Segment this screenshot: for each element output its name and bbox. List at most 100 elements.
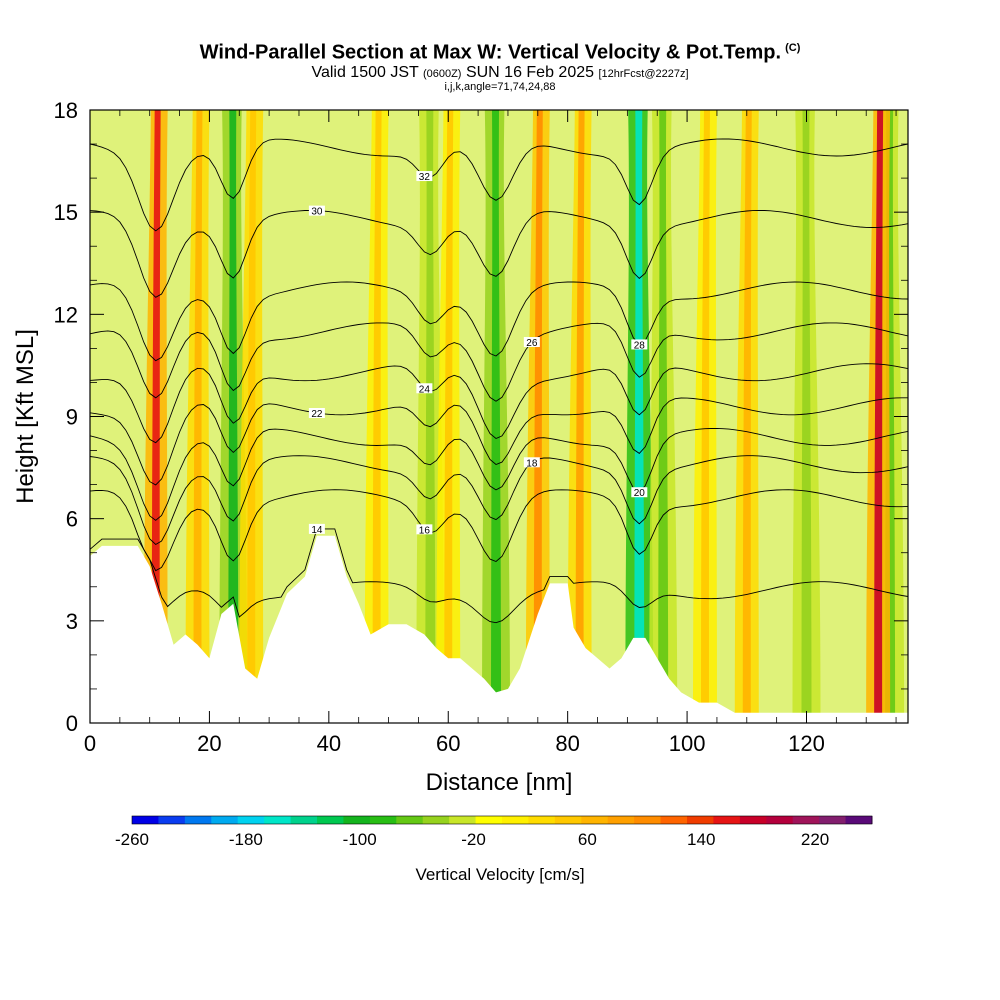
chart-title-block: Wind-Parallel Section at Max W: Vertical… [0, 36, 1000, 93]
colorbar-swatch [634, 816, 662, 824]
colorbar-tick-label: 140 [687, 830, 715, 849]
colorbar-swatch [475, 816, 503, 824]
y-tick-label: 12 [54, 302, 78, 327]
theta-label: 30 [311, 207, 323, 218]
y-tick-label: 18 [54, 98, 78, 123]
updraft-core [372, 110, 382, 723]
theta-label-bg [308, 205, 325, 216]
colorbar-swatch [766, 816, 794, 824]
forecast-info: [12hrFcst@2227z] [598, 67, 689, 80]
theta-label: 14 [311, 525, 323, 536]
colorbar-swatch [660, 816, 688, 824]
y-tick-label: 6 [66, 507, 78, 532]
colorbar-tick-label: -20 [461, 830, 486, 849]
plot-area: 14 16 18 20 22 24 26 28 30 32 [90, 110, 908, 723]
colorbar-tick-label: -100 [343, 830, 377, 849]
colorbar-swatch [845, 816, 873, 824]
theta-label-bg [416, 383, 433, 394]
colorbar: -260 -180 -100 -20 60 140 220 Vertical Velocity… [115, 815, 873, 884]
theta-label: 22 [311, 409, 323, 420]
y-axis-label: Height [Kft MSL] [12, 329, 39, 504]
theta-contour-line [90, 210, 908, 298]
theta-contour-line [90, 489, 908, 572]
colorbar-swatch [581, 816, 609, 824]
theta-label-bg [523, 457, 540, 468]
theta-label-bg [416, 171, 433, 182]
updraft-core [533, 110, 543, 723]
grid-info: i,j,k,angle=71,74,24,88 [444, 80, 556, 93]
axes: 0 20 40 60 80 100 120 0 3 6 9 12 15 18 Distance [nm] He… [12, 98, 909, 796]
colorbar-swatch [554, 816, 582, 824]
theta-label: 16 [419, 525, 431, 536]
valid-date: SUN 16 Feb 2025 [465, 63, 595, 81]
valid-prefix: Valid 1500 JST [311, 63, 419, 81]
downdraft-core [658, 110, 669, 723]
theta-contour-line [90, 322, 908, 402]
x-tick-label: 80 [555, 731, 579, 756]
colorbar-swatch [184, 816, 212, 824]
theta-label: 24 [419, 384, 431, 395]
terrain-mask [90, 535, 908, 723]
updraft-core [151, 110, 161, 723]
colorbar-label: Vertical Velocity [cm/s] [415, 865, 584, 884]
y-tick-label: 0 [66, 711, 78, 736]
theta-label: 32 [419, 172, 431, 183]
x-axis-label: Distance [nm] [426, 769, 573, 796]
downdraft-core [634, 110, 645, 723]
colorbar-swatch [528, 816, 556, 824]
x-tick-label: 120 [788, 731, 825, 756]
colorbar-swatch [317, 816, 344, 824]
colorbar-swatch [607, 816, 635, 824]
colorbar-swatch [158, 816, 186, 824]
colorbar-swatch [132, 816, 159, 824]
updraft-core [247, 110, 257, 723]
theta-label-bg [631, 339, 648, 350]
title-text: Wind-Parallel Section at Max W: Vertical… [199, 41, 782, 64]
colorbar-swatch [343, 816, 371, 824]
downdraft-core [425, 110, 436, 723]
colorbar-swatch [819, 816, 847, 824]
valid-time-line: Valid 1500 JST (0600Z) SUN 16 Feb 2025 [… [0, 63, 1000, 82]
colorbar-swatch [792, 816, 820, 824]
colorbar-tick-label: 60 [578, 830, 597, 849]
colorbar-swatch [237, 816, 265, 824]
theta-label-bg [523, 337, 540, 348]
theta-contour-line [90, 427, 908, 521]
x-tick-label: 60 [436, 731, 460, 756]
colorbar-swatch [713, 816, 741, 824]
colorbar-tick-label: -260 [115, 830, 149, 849]
updraft-core [193, 110, 203, 723]
colorbar-swatch [264, 816, 292, 824]
updraft-core [874, 110, 884, 723]
theta-label: 26 [526, 338, 538, 349]
colorbar-swatch [687, 816, 714, 824]
theta-contour-line [90, 363, 908, 444]
theta-contour-line [90, 138, 908, 232]
copyright-mark: (C) [785, 42, 801, 54]
theta-contour-line [90, 281, 908, 362]
theta-label: 28 [634, 340, 646, 351]
x-tick-label: 0 [84, 731, 96, 756]
chart-title: Wind-Parallel Section at Max W: Vertical… [0, 36, 1000, 65]
theta-label-bg [308, 523, 325, 534]
y-tick-label: 3 [66, 609, 78, 634]
colorbar-swatch [290, 816, 318, 824]
colorbar-tick-label: -180 [229, 830, 263, 849]
theta-contours: 14 16 18 20 22 24 26 28 30 32 [90, 138, 908, 624]
colorbar-swatch [739, 816, 767, 824]
colorbar-swatch [502, 816, 529, 824]
colorbar-tick-label: 220 [801, 830, 829, 849]
updraft-core [742, 110, 752, 723]
updraft-core [575, 110, 585, 723]
theta-contour-line [90, 397, 908, 486]
valid-utc: (0600Z) [422, 67, 462, 80]
x-tick-label: 40 [317, 731, 341, 756]
updraft-core [700, 110, 710, 723]
downdraft-core [491, 110, 502, 723]
downdraft-core [228, 110, 239, 723]
theta-label: 20 [634, 488, 646, 499]
colorbar-swatch [422, 816, 450, 824]
colorbar-swatch [369, 816, 397, 824]
theta-label-bg [416, 524, 433, 535]
x-tick-label: 20 [197, 731, 221, 756]
